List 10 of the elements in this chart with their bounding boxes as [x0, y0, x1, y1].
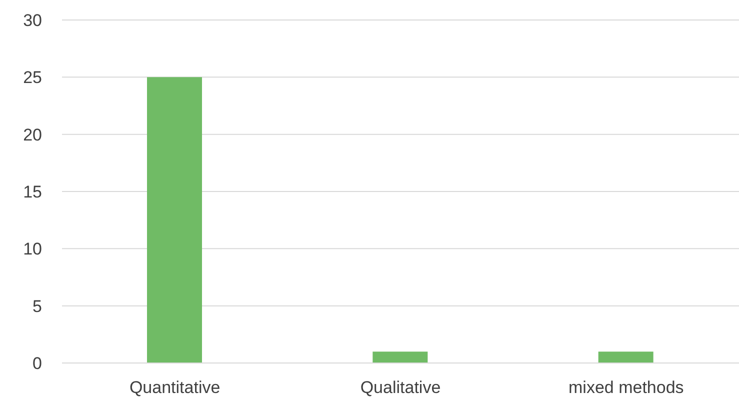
x-tick-label: Quantitative [129, 378, 220, 398]
y-tick-label: 20 [23, 125, 42, 144]
y-tick-label: 0 [32, 354, 42, 374]
y-tick-label: 5 [32, 296, 42, 316]
y-tick-label: 10 [23, 240, 42, 259]
y-tick-label: 15 [23, 182, 42, 202]
y-tick-label: 25 [23, 68, 42, 88]
x-tick-label: mixed methods [568, 378, 684, 398]
x-tick-label: Qualitative [360, 378, 441, 398]
y-tick-label: 30 [23, 11, 42, 30]
